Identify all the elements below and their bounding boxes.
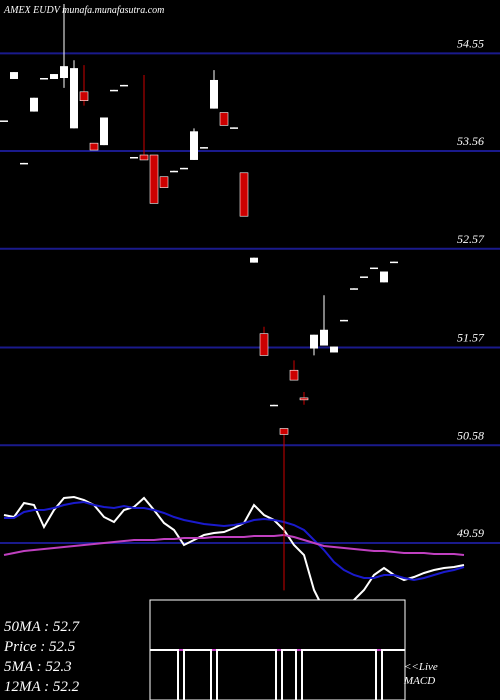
candle-body <box>120 84 128 87</box>
candle-body <box>170 170 178 173</box>
candle-body <box>219 112 229 126</box>
candle-body <box>20 162 28 165</box>
info-label: 5MA : 52.3 <box>4 659 72 675</box>
y-tick-label: 50.58 <box>457 428 484 442</box>
candle-body <box>200 147 208 149</box>
indicator-line <box>4 500 465 582</box>
candle-body <box>250 257 258 263</box>
candle-body <box>320 329 328 346</box>
y-tick-label: 53.56 <box>457 134 484 148</box>
candle-body <box>159 176 169 188</box>
y-tick-label: 49.59 <box>457 526 484 540</box>
candle-body <box>139 154 149 161</box>
candle-body <box>79 91 89 102</box>
candle-body <box>10 72 18 79</box>
candle-body <box>360 276 368 278</box>
candle-body <box>310 334 318 349</box>
candle-body <box>130 156 138 159</box>
candle-body <box>89 142 99 151</box>
candle-body <box>239 172 249 217</box>
candle-body <box>299 397 309 401</box>
candle-body <box>190 131 198 160</box>
live-label: <<Live <box>404 661 438 673</box>
candle-body <box>350 288 358 290</box>
info-label: Price : 52.5 <box>3 639 76 655</box>
y-tick-label: 51.57 <box>457 331 485 345</box>
candle-body <box>230 127 238 129</box>
y-tick-label: 54.55 <box>457 36 484 50</box>
indicator-line <box>3 495 465 622</box>
candle-body <box>289 369 299 381</box>
candle-body <box>390 261 398 264</box>
macd-line <box>150 649 405 700</box>
candle-body <box>100 117 108 146</box>
info-label: 50MA : 52.7 <box>4 619 81 635</box>
candle-body <box>330 346 338 353</box>
candle-body <box>149 154 159 204</box>
candle-body <box>110 89 118 92</box>
candle-body <box>180 167 188 170</box>
candle-body <box>50 74 58 79</box>
candle-body <box>340 319 348 322</box>
candle-body <box>0 120 8 122</box>
info-label: 12MA : 52.2 <box>4 679 80 695</box>
candle-body <box>40 77 48 80</box>
candle-body <box>210 79 218 109</box>
candle-body <box>279 428 289 435</box>
candle-body <box>70 68 78 129</box>
y-tick-label: 52.57 <box>457 232 485 246</box>
candle-body <box>370 267 378 270</box>
chart-title: AMEX EUDV munafa.munafasutra.com <box>3 5 164 16</box>
macd-label: MACD <box>403 675 435 687</box>
candle-body <box>30 97 38 112</box>
candle-body <box>60 66 68 78</box>
candle-body <box>270 404 278 407</box>
candle-body <box>380 271 388 283</box>
candle-body <box>259 333 269 356</box>
indicator-line <box>3 533 465 556</box>
